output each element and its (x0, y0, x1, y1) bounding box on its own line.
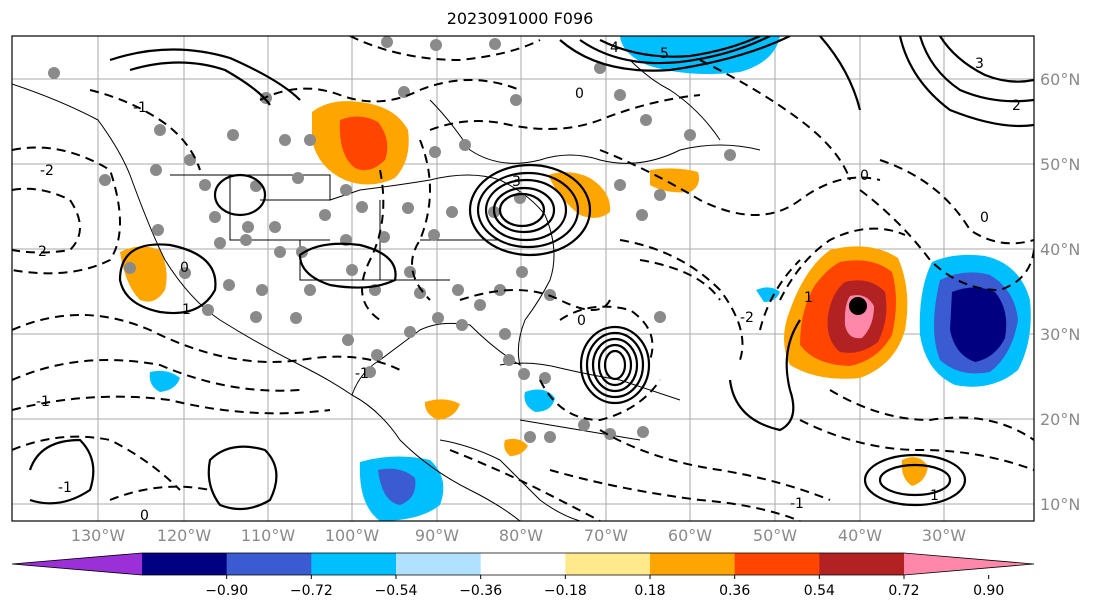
svg-text:60°N: 60°N (1040, 70, 1080, 89)
svg-text:10°N: 10°N (1040, 495, 1080, 514)
station-dots (48, 36, 736, 443)
shade-orange-newfoundland (650, 168, 699, 193)
svg-text:30°W: 30°W (922, 526, 966, 545)
colorbar-bin (734, 553, 820, 575)
colorbar-bin (311, 553, 397, 575)
shade-navy-east (950, 287, 1007, 362)
svg-text:50°N: 50°N (1040, 155, 1080, 174)
svg-text:1: 1 (930, 488, 939, 504)
colorbar: −0.90 −0.72 −0.54 −0.36 −0.18 0.18 0.36 0.54 0.7… (11, 552, 1035, 599)
svg-text:0: 0 (140, 508, 149, 524)
colorbar-bin (650, 553, 736, 575)
svg-text:100°W: 100°W (325, 526, 380, 545)
colorbar-bin (226, 553, 312, 575)
shade-blue-caribbean (524, 389, 555, 412)
colorbar-tick-label: 0.18 (634, 583, 665, 599)
svg-text:0: 0 (575, 86, 584, 102)
svg-text:-2: -2 (40, 163, 54, 179)
svg-text:2: 2 (38, 244, 47, 260)
svg-text:1: 1 (182, 302, 191, 318)
svg-text:-2: -2 (740, 310, 754, 326)
svg-text:80°W: 80°W (499, 526, 543, 545)
svg-text:3: 3 (512, 174, 521, 190)
svg-text:110°W: 110°W (241, 526, 296, 545)
contours-solid (28, 36, 1034, 511)
svg-text:130°W: 130°W (71, 526, 126, 545)
colorbar-tick-label: 0.72 (888, 583, 919, 599)
svg-text:0: 0 (980, 210, 989, 226)
svg-text:-1: -1 (36, 394, 50, 410)
shade-medblue-mexico (378, 468, 416, 505)
longitude-labels: 130°W 120°W 110°W 100°W 90°W 80°W 70°W 6… (71, 526, 966, 545)
contour-labels: -1 -2 2 3 5 1 4 0 1 -2 1 -1 -1 -1 -1 0 0… (36, 40, 1021, 524)
svg-text:3: 3 (975, 56, 984, 72)
latitude-labels: 60°N 50°N 40°N 30°N 20°N 10°N (1040, 70, 1080, 514)
colorbar-tick-label: 0.90 (973, 583, 1004, 599)
svg-text:0: 0 (180, 260, 189, 276)
svg-text:0: 0 (577, 313, 586, 329)
svg-text:-1: -1 (133, 100, 147, 116)
colorbar-bin (819, 553, 905, 575)
svg-text:0: 0 (860, 168, 869, 184)
colorbar-bin (396, 553, 482, 575)
storm-center-marker (849, 297, 867, 315)
svg-text:40°N: 40°N (1040, 240, 1080, 259)
graticule (12, 36, 1034, 521)
svg-text:60°W: 60°W (668, 526, 712, 545)
svg-text:50°W: 50°W (753, 526, 797, 545)
svg-text:5: 5 (660, 46, 669, 62)
svg-text:-1: -1 (58, 480, 72, 496)
map-title: 2023091000 F096 (446, 9, 594, 28)
svg-text:120°W: 120°W (157, 526, 212, 545)
svg-text:-1: -1 (790, 496, 804, 512)
svg-text:2: 2 (1012, 98, 1021, 114)
svg-text:70°W: 70°W (584, 526, 628, 545)
colorbar-tick-label: −0.18 (544, 583, 587, 599)
colorbar-bin (142, 553, 228, 575)
colorbar-tick-label: −0.72 (290, 583, 333, 599)
svg-text:1: 1 (804, 290, 813, 306)
shade-blue-small (756, 287, 780, 302)
colorbar-tick-label: −0.90 (205, 583, 248, 599)
shade-red-north (339, 116, 388, 171)
colorbar-extend-low (12, 553, 142, 575)
colorbar-outline (11, 552, 1035, 576)
svg-text:20°N: 20°N (1040, 410, 1080, 429)
shade-orange-carib (504, 438, 528, 456)
shade-orange-southwest (120, 246, 167, 302)
colorbar-tick-label: −0.36 (459, 583, 502, 599)
svg-text:4: 4 (610, 40, 619, 56)
shade-lightblue-pacific (149, 370, 180, 392)
colorbar-tick-label: −0.54 (375, 583, 418, 599)
colorbar-tick-label: 0.36 (719, 583, 750, 599)
svg-text:90°W: 90°W (415, 526, 459, 545)
colorbar-tick-label: 0.54 (804, 583, 835, 599)
colorbar-extend-high (904, 553, 1034, 575)
colorbar-bin (480, 553, 566, 575)
svg-text:30°N: 30°N (1040, 325, 1080, 344)
contours-dashed (12, 36, 1034, 521)
svg-text:-1: -1 (355, 366, 369, 382)
shade-orange-gulf (424, 399, 460, 420)
anomaly-shading (120, 36, 1031, 521)
svg-text:40°W: 40°W (838, 526, 882, 545)
map-border (11, 35, 1035, 522)
colorbar-bin (565, 553, 651, 575)
